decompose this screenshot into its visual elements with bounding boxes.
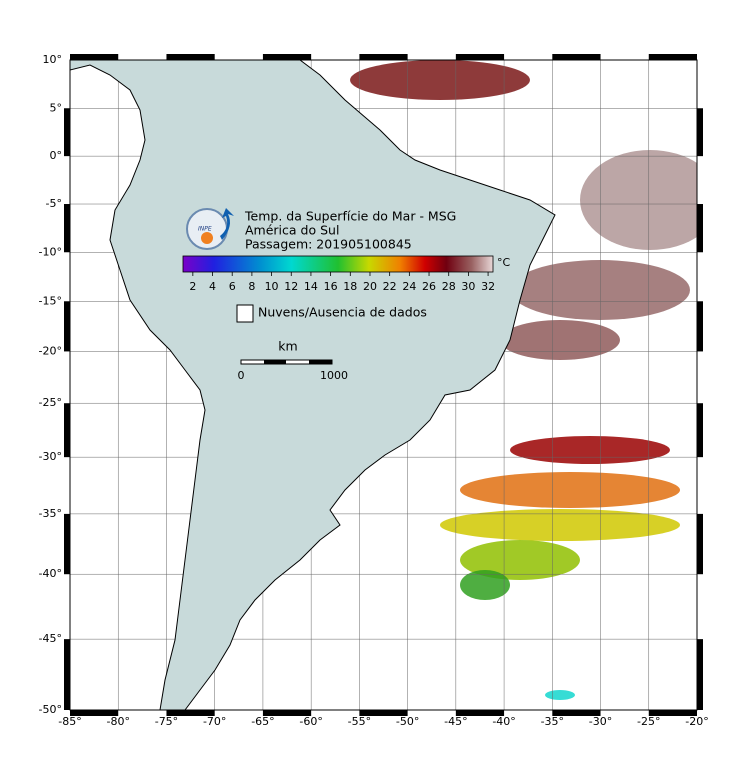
lat-label: -5° [46,197,62,210]
lon-label: -80° [106,715,129,728]
scale-unit: km [278,339,297,354]
lat-label: -25° [39,396,62,409]
colorbar-tick-label: 10 [265,280,279,293]
lon-label: -65° [251,715,274,728]
frame-stripe [359,54,408,60]
frame-stripe [64,301,70,352]
frame-stripe [697,403,703,458]
colorbar-tick-label: 14 [304,280,318,293]
lon-label: -35° [541,715,564,728]
frame-stripe [70,54,119,60]
lon-label: -55° [348,715,371,728]
title-line: Temp. da Superfície do Mar - MSG [244,209,456,224]
frame-stripe [455,710,505,716]
frame-stripe [262,54,312,60]
lat-label: -35° [39,507,62,520]
lon-label: -75° [155,715,178,728]
scale-label: 1000 [320,369,348,382]
frame-stripe [648,710,697,716]
colorbar-tick-label: 2 [189,280,196,293]
colorbar-tick-label: 20 [363,280,377,293]
frame-stripe [262,710,312,716]
colorbar-unit: °C [497,256,511,269]
lat-label: -20° [39,344,62,357]
colorbar-tick-label: 24 [402,280,416,293]
cloud-swatch [236,304,254,323]
colorbar-tick-label: 32 [481,280,495,293]
lat-label: -40° [39,567,62,580]
continent [70,60,556,710]
lon-label: -30° [589,715,612,728]
frame-stripe [64,403,70,458]
frame-stripe [455,54,505,60]
lon-label: -45° [444,715,467,728]
lon-label: -70° [203,715,226,728]
logo: INPE [186,208,234,250]
lon-label: -50° [396,715,419,728]
lat-label: 5° [50,101,63,114]
frame-stripe [552,54,601,60]
frame-stripe [64,639,70,710]
lat-label: 0° [50,149,63,162]
colorbar-tick-label: 26 [422,280,436,293]
frame-stripe [70,710,119,716]
lon-label: -60° [299,715,322,728]
title-line: Passagem: 201905100845 [245,237,412,252]
frame-stripe [648,54,697,60]
lon-label: -85° [58,715,81,728]
frame-stripe [64,204,70,253]
frame-stripe [166,54,215,60]
frame-stripe [697,204,703,253]
lat-label: -45° [39,632,62,645]
frame-stripe [697,639,703,710]
frame-stripe [359,710,408,716]
lat-label: -50° [39,703,62,716]
frame-stripe [166,710,215,716]
lat-label: -10° [39,245,62,258]
frame-stripe [552,710,601,716]
colorbar-tick-label: 22 [383,280,397,293]
frame-stripe [64,108,70,157]
frame-stripe [697,513,703,575]
cloud-label: Nuvens/Ausencia de dados [258,305,427,320]
lat-label: -30° [39,450,62,463]
logo-text: INPE [198,226,212,233]
lon-label: -40° [492,715,515,728]
frame-stripe [697,108,703,157]
colorbar-tick-label: 30 [461,280,475,293]
lon-label: -25° [637,715,660,728]
colorbar-tick-label: 28 [442,280,456,293]
scale-label: 0 [238,369,245,382]
colorbar-tick-label: 12 [284,280,298,293]
title-line: América do Sul [245,223,339,238]
sst-field [350,60,697,700]
scale-bar [240,359,333,365]
colorbar-tick-label: 18 [343,280,357,293]
colorbar-tick-label: 6 [229,280,236,293]
frame-stripe [697,301,703,352]
colorbar-tick-label: 4 [209,280,216,293]
colorbar [182,255,494,273]
colorbar-tick-label: 16 [324,280,338,293]
lat-label: -15° [39,294,62,307]
lon-label: -20° [685,715,708,728]
frame-stripe [64,513,70,575]
colorbar-tick-label: 8 [248,280,255,293]
lat-label: 10° [43,53,63,66]
